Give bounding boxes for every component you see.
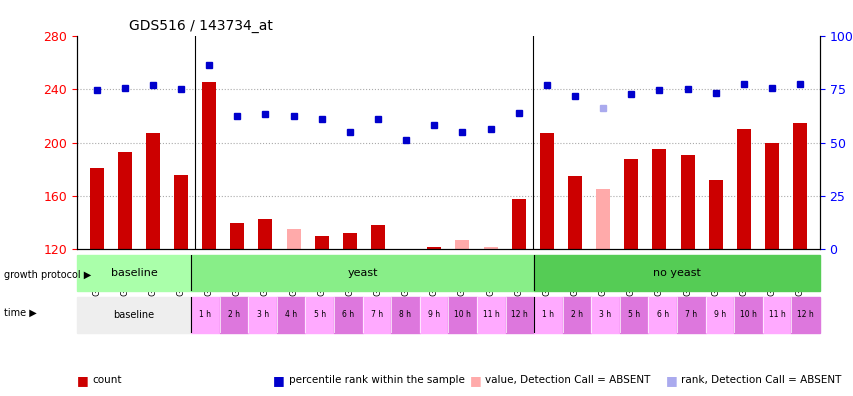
Text: ■: ■	[469, 374, 481, 386]
Bar	[219, 297, 248, 333]
Bar	[174, 175, 188, 249]
Bar	[567, 176, 582, 249]
Text: value, Detection Call = ABSENT: value, Detection Call = ABSENT	[485, 375, 650, 385]
Bar	[363, 297, 391, 333]
Bar	[676, 297, 705, 333]
Bar	[708, 180, 722, 249]
Bar	[595, 189, 609, 249]
Text: ■: ■	[665, 374, 677, 386]
Bar	[391, 297, 420, 333]
Bar	[455, 240, 469, 249]
Bar	[533, 297, 562, 333]
Text: 9 h: 9 h	[713, 310, 725, 319]
Text: 2 h: 2 h	[228, 310, 240, 319]
Text: time ▶: time ▶	[4, 308, 37, 318]
Bar	[230, 223, 244, 249]
Bar	[342, 233, 357, 249]
Bar	[305, 297, 334, 333]
Text: baseline: baseline	[113, 310, 154, 320]
Text: count: count	[92, 375, 122, 385]
Text: 3 h: 3 h	[599, 310, 611, 319]
Bar	[191, 297, 219, 333]
Bar	[476, 297, 505, 333]
Bar	[191, 255, 533, 291]
Text: percentile rank within the sample: percentile rank within the sample	[288, 375, 464, 385]
Bar	[647, 297, 676, 333]
Bar	[398, 249, 413, 253]
Text: 9 h: 9 h	[427, 310, 439, 319]
Bar	[90, 168, 103, 249]
Bar	[448, 297, 476, 333]
Text: 2 h: 2 h	[571, 310, 583, 319]
Bar	[652, 149, 665, 249]
Bar	[420, 297, 448, 333]
Text: yeast: yeast	[347, 268, 377, 278]
Bar	[505, 297, 533, 333]
Bar	[276, 297, 305, 333]
Text: 8 h: 8 h	[399, 310, 411, 319]
Bar	[619, 297, 647, 333]
Bar	[483, 247, 497, 249]
Text: ■: ■	[273, 374, 285, 386]
Text: growth protocol ▶: growth protocol ▶	[4, 270, 91, 280]
Text: 12 h: 12 h	[511, 310, 527, 319]
Bar	[202, 82, 216, 249]
Bar	[77, 297, 191, 333]
Bar	[762, 297, 791, 333]
Bar	[146, 133, 160, 249]
Bar	[624, 158, 637, 249]
Bar	[426, 247, 441, 249]
Bar	[792, 122, 806, 249]
Text: 7 h: 7 h	[370, 310, 382, 319]
Text: 12 h: 12 h	[796, 310, 813, 319]
Bar	[680, 154, 693, 249]
Bar	[314, 236, 328, 249]
Bar	[511, 199, 525, 249]
Bar	[562, 297, 590, 333]
Text: baseline: baseline	[111, 268, 157, 278]
Bar	[334, 297, 363, 333]
Text: no yeast: no yeast	[653, 268, 700, 278]
Bar	[539, 133, 554, 249]
Bar	[258, 219, 272, 249]
Bar	[736, 129, 750, 249]
Bar	[287, 229, 300, 249]
Text: rank, Detection Call = ABSENT: rank, Detection Call = ABSENT	[681, 375, 841, 385]
Text: 11 h: 11 h	[482, 310, 499, 319]
Text: GDS516 / 143734_at: GDS516 / 143734_at	[129, 19, 272, 33]
Text: 11 h: 11 h	[768, 310, 785, 319]
Text: 6 h: 6 h	[656, 310, 668, 319]
Text: 4 h: 4 h	[285, 310, 297, 319]
Text: 7 h: 7 h	[684, 310, 697, 319]
Bar	[734, 297, 762, 333]
Text: 1 h: 1 h	[542, 310, 554, 319]
Text: 10 h: 10 h	[454, 310, 471, 319]
Bar	[248, 297, 276, 333]
Bar	[590, 297, 619, 333]
Text: 6 h: 6 h	[342, 310, 354, 319]
Bar	[370, 225, 385, 249]
Bar	[791, 297, 819, 333]
Text: 5 h: 5 h	[313, 310, 326, 319]
Bar	[764, 143, 778, 249]
Bar	[77, 255, 191, 291]
Text: 3 h: 3 h	[256, 310, 269, 319]
Text: 5 h: 5 h	[627, 310, 640, 319]
Text: ■: ■	[77, 374, 89, 386]
Text: 1 h: 1 h	[200, 310, 212, 319]
Bar	[705, 297, 734, 333]
Bar	[118, 152, 131, 249]
Bar	[533, 255, 819, 291]
Text: 10 h: 10 h	[739, 310, 756, 319]
